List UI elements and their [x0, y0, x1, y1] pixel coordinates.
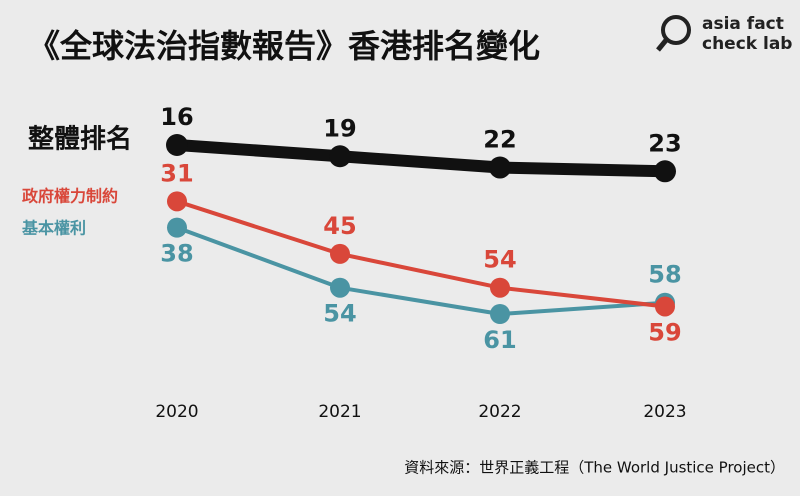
logo-text: asia fact	[702, 14, 784, 34]
data-label: 54	[323, 300, 356, 328]
data-label: 22	[483, 126, 516, 154]
data-label: 38	[160, 240, 193, 268]
data-label: 19	[323, 114, 356, 142]
logo-icon	[661, 15, 691, 45]
point	[489, 156, 511, 179]
series-line	[176, 199, 666, 309]
point	[167, 191, 187, 212]
data-label: 54	[483, 246, 516, 274]
x-tick-label: 2021	[318, 402, 361, 422]
data-label: 31	[160, 159, 193, 187]
logo: asia fact check lab	[656, 14, 792, 54]
point	[490, 304, 510, 324]
point	[329, 145, 351, 168]
point	[654, 160, 676, 183]
point	[166, 134, 188, 156]
legend-label: 基本權利	[21, 219, 86, 238]
legend-label: 政府權力制約	[22, 187, 118, 206]
point	[330, 277, 350, 298]
series-line	[176, 225, 666, 316]
data-label: 16	[160, 103, 193, 131]
point	[490, 277, 510, 298]
series-line	[176, 139, 666, 178]
legend-label: 整體排名	[28, 124, 132, 155]
data-label: 61	[483, 326, 516, 354]
x-tick-label: 2020	[155, 402, 198, 422]
logo-text: check lab	[702, 34, 792, 54]
x-tick-label: 2023	[643, 402, 686, 422]
chart-title: 《全球法治指數報告》香港排名變化	[28, 27, 540, 65]
point	[167, 217, 187, 238]
x-tick-label: 2022	[478, 402, 521, 422]
point	[330, 243, 350, 264]
logo-icon	[656, 37, 669, 52]
data-label: 59	[648, 318, 681, 346]
data-label: 45	[323, 212, 356, 240]
data-label: 58	[648, 261, 681, 289]
data-label: 23	[648, 129, 681, 157]
point	[655, 296, 675, 317]
source: 資料來源：世界正義工程（The World Justice Project）	[404, 459, 785, 477]
